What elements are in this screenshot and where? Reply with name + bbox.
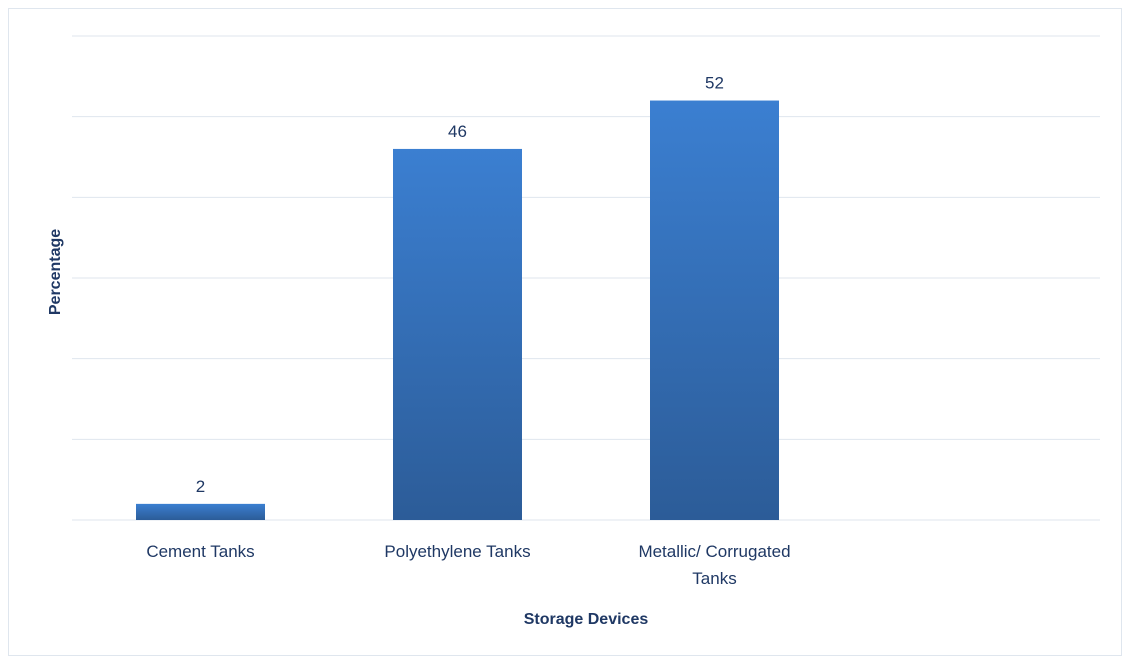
category-labels: Cement Tanks Polyethylene Tanks Metallic/ … <box>146 542 790 588</box>
bars <box>136 100 779 521</box>
category-label: Polyethylene Tanks <box>384 542 530 561</box>
bar <box>393 148 522 520</box>
bar <box>650 100 779 521</box>
bar <box>136 503 265 520</box>
gridlines <box>72 35 1100 521</box>
data-labels: 2 46 52 <box>196 74 724 496</box>
y-axis-title: Percentage <box>47 229 64 315</box>
x-axis-title: Storage Devices <box>524 611 649 628</box>
category-label: Cement Tanks <box>146 542 254 561</box>
data-label: 2 <box>196 477 205 496</box>
chart-frame <box>8 8 1122 656</box>
data-label: 52 <box>705 74 724 93</box>
category-label: Metallic/ Corrugated Tanks <box>638 542 790 588</box>
data-label: 46 <box>448 122 467 141</box>
